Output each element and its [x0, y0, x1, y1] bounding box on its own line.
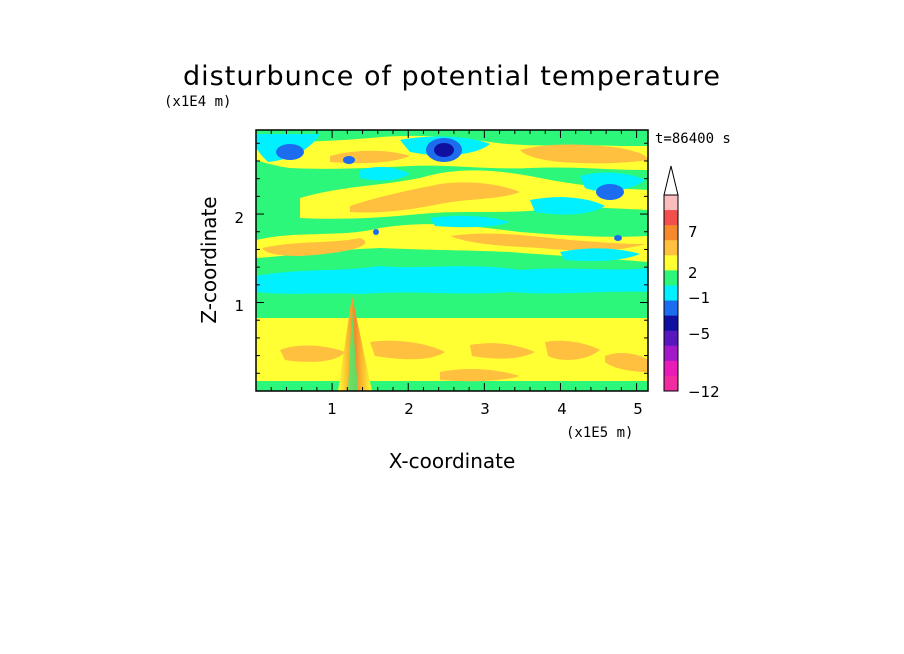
cyan-band-mid [256, 266, 648, 294]
blue-cell-2-core [434, 143, 454, 157]
cyan-patch-3 [530, 197, 605, 215]
orange-patch-1 [280, 345, 345, 362]
plot-frame [255, 129, 649, 392]
colorbar-cell [664, 330, 678, 347]
colorbar-cell [664, 270, 678, 286]
cyan-patch-4 [580, 172, 645, 192]
colorbar-cell [664, 345, 678, 362]
upper-band-1b [262, 238, 366, 256]
colorbar-cell [664, 195, 678, 211]
orange-patch-6 [605, 353, 648, 372]
blue-cell-1 [276, 144, 304, 160]
colorbar-label-m12: −12 [688, 383, 720, 401]
orange-patch-3 [470, 343, 535, 359]
upper-band-3b [520, 144, 648, 164]
colorbar-frame [663, 194, 679, 392]
cyan-patch-7 [560, 248, 640, 262]
x-tick-label-1: 1 [327, 400, 337, 418]
colorbar-cell [664, 315, 678, 332]
x-tick-label-3: 3 [480, 400, 490, 418]
contour-field [256, 130, 648, 391]
x-unit-label: (x1E5 m) [566, 425, 633, 441]
colorbar-cell [664, 255, 678, 271]
chart-title: disturbunce of potential temperature [183, 61, 721, 92]
colorbar-label-2: 2 [688, 264, 698, 282]
cyan-patch-6 [430, 215, 510, 228]
upper-band-2b [350, 182, 520, 213]
blue-cell-3 [596, 184, 624, 200]
upper-band-1c [450, 233, 645, 251]
upper-band-1 [256, 224, 648, 262]
orange-patch-4 [545, 340, 600, 360]
x-tick-label-5: 5 [633, 400, 643, 418]
colorbar-label-m1: −1 [688, 289, 710, 307]
colorbar: 7 2 −1 −5 −12 [663, 165, 720, 401]
colorbar-label-m5: −5 [688, 325, 710, 343]
x-axis-label: X-coordinate [389, 449, 516, 473]
blue-cell-6 [614, 235, 622, 241]
colorbar-label-7: 7 [688, 223, 698, 241]
colorbar-cell [664, 240, 678, 256]
time-label: t=86400 s [655, 131, 731, 147]
y-axis-label: Z-coordinate [197, 196, 221, 323]
mountain-spike [338, 296, 372, 391]
colorbar-cell [664, 210, 678, 226]
blue-cell-4 [343, 156, 355, 164]
colorbar-cell [664, 375, 678, 392]
orange-patch-2 [370, 340, 445, 360]
cyan-patch-2 [360, 167, 410, 181]
y-tick-label-2: 2 [234, 209, 244, 227]
colorbar-arrow [663, 165, 679, 196]
y-tick-label-1: 1 [234, 297, 244, 315]
x-tick-label-2: 2 [404, 400, 414, 418]
mountain-spike-core [348, 310, 358, 391]
layer-surface [256, 381, 648, 391]
ticks [256, 130, 648, 391]
colorbar-cell [664, 285, 678, 302]
colorbar-cell [664, 300, 678, 317]
blue-cell-5 [373, 229, 379, 235]
colorbar-cell [664, 360, 678, 377]
y-unit-label: (x1E4 m) [164, 94, 231, 110]
x-tick-label-4: 4 [557, 400, 567, 418]
orange-patch-5 [440, 369, 520, 382]
colorbar-cell [664, 225, 678, 241]
